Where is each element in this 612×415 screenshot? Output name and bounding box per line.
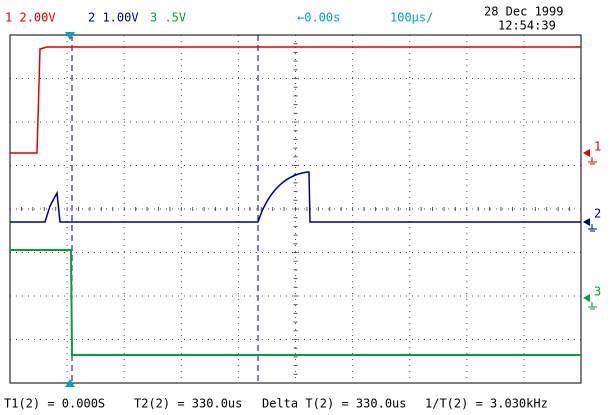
timebase: 100µs/ xyxy=(390,11,433,25)
channel-1-scale: 1 2.00V xyxy=(5,11,56,25)
channel-1-marker-label: 1 xyxy=(594,140,601,154)
channel-3-marker-label: 3 xyxy=(594,285,601,299)
delta-t-readout: Delta T(2) = 330.0us xyxy=(262,397,407,411)
graticule xyxy=(9,34,582,384)
trace-channel-1 xyxy=(10,46,581,154)
cursor-marker-top xyxy=(65,32,75,40)
cursor-t1-readout: T1(2) = 0.000S xyxy=(4,397,105,411)
channel-3-marker: 3 xyxy=(583,285,601,310)
cursor-t2-readout: T2(2) = 330.0us xyxy=(134,397,242,411)
trace-channel-2 xyxy=(10,171,581,223)
channel-1-marker: 1 xyxy=(583,140,601,165)
cursor-marker-bottom xyxy=(65,379,75,387)
trace-channel-3 xyxy=(10,249,581,356)
channel-2-marker: 2 xyxy=(583,207,601,232)
trigger-position: ←0.00s xyxy=(297,11,340,25)
channel-2-scale: 2 1.00V xyxy=(88,11,139,25)
time: 12:54:39 xyxy=(498,19,556,33)
date: 28 Dec 1999 xyxy=(484,5,563,19)
channel-3-scale: 3 .5V xyxy=(150,11,186,25)
graticule-border xyxy=(9,34,582,384)
channel-2-marker-label: 2 xyxy=(594,207,601,221)
frequency-readout: 1/T(2) = 3.030kHz xyxy=(425,397,548,411)
